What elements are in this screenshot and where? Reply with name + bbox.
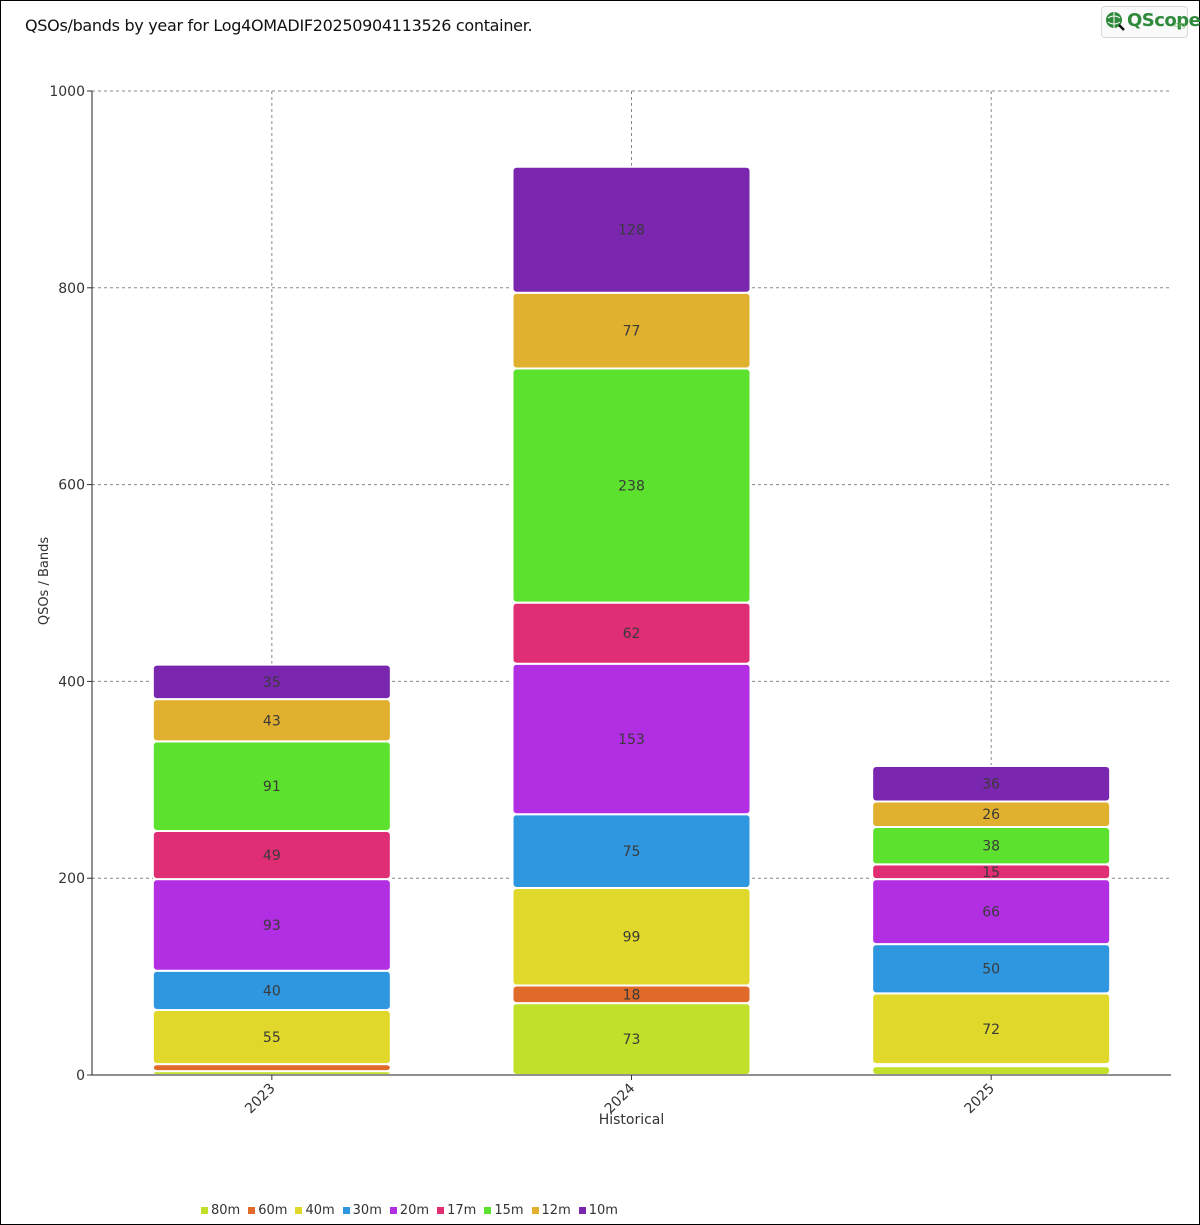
- data-label: 35: [263, 675, 281, 691]
- legend-label: 80m: [211, 1202, 241, 1218]
- legend-swatch: [342, 1206, 350, 1214]
- data-label: 62: [623, 626, 641, 642]
- y-tick-label: 0: [76, 1068, 85, 1084]
- legend-item-80m[interactable]: 80m: [201, 1201, 240, 1219]
- bar-segment-10m-2023: [151, 663, 392, 701]
- data-label: 75: [623, 844, 641, 860]
- data-label: 18: [623, 987, 641, 1003]
- legend-label: 12m: [541, 1202, 571, 1218]
- legend-label: 20m: [399, 1202, 430, 1218]
- bar-segment-10m-2024: [511, 165, 752, 294]
- legend-swatch: [531, 1206, 539, 1214]
- y-tick-label: 600: [58, 478, 85, 494]
- data-label: 91: [263, 779, 281, 795]
- legend-swatch: [437, 1206, 445, 1214]
- legend-item-15m[interactable]: 15m: [484, 1201, 524, 1219]
- data-label: 238: [618, 479, 645, 495]
- data-label: 15: [982, 865, 1000, 881]
- data-label: 50: [982, 962, 1000, 978]
- legend-swatch: [295, 1206, 303, 1214]
- x-tick-label: 2023: [242, 1081, 279, 1118]
- data-label: 55: [263, 1030, 281, 1046]
- legend-swatch: [484, 1206, 492, 1214]
- data-label: 73: [623, 1032, 641, 1048]
- data-label: 128: [618, 223, 645, 239]
- chart-title: QSOs/bands by year for Log4OMADIF2025090…: [25, 16, 533, 35]
- data-label: 43: [263, 713, 281, 729]
- legend-label: 10m: [588, 1202, 618, 1218]
- legend-item-60m[interactable]: 60m: [248, 1201, 287, 1219]
- legend-label: 40m: [305, 1202, 335, 1218]
- y-axis-label: QSOs / Bands: [37, 537, 52, 626]
- y-tick-label: 800: [58, 281, 85, 297]
- bar-segment-80m-2025: [871, 1065, 1112, 1077]
- data-label: 66: [982, 905, 1000, 921]
- data-label: 99: [623, 930, 641, 946]
- data-label: 153: [618, 732, 645, 748]
- legend-swatch: [248, 1206, 256, 1214]
- legend-label: 60m: [258, 1202, 288, 1218]
- y-tick-label: 400: [58, 674, 85, 690]
- y-tick-label: 200: [58, 871, 85, 887]
- legend-swatch: [389, 1206, 397, 1214]
- legend-label: 15m: [494, 1202, 524, 1218]
- legend-item-30m[interactable]: 30m: [342, 1201, 382, 1219]
- data-label: 26: [982, 807, 1000, 823]
- chart-legend: 80m 60m 40m 30m 20m 17m 15m 12m 10m: [201, 1201, 618, 1219]
- data-label: 38: [982, 839, 1000, 855]
- data-label: 40: [263, 983, 281, 999]
- legend-label: 30m: [352, 1202, 382, 1218]
- y-tick-label: 1000: [49, 84, 85, 100]
- bar-segment-60m-2023: [151, 1063, 392, 1073]
- bar-segment-10m-2025: [871, 765, 1112, 803]
- data-label: 36: [982, 777, 1000, 793]
- data-label: 72: [982, 1022, 1000, 1038]
- legend-item-20m[interactable]: 20m: [389, 1201, 430, 1219]
- legend-label: 17m: [447, 1202, 477, 1218]
- logo-text: QScope: [1127, 10, 1200, 31]
- legend-swatch: [578, 1206, 586, 1214]
- data-label: 77: [623, 324, 641, 340]
- x-tick-label: 2025: [961, 1081, 998, 1118]
- legend-item-17m[interactable]: 17m: [437, 1201, 476, 1219]
- x-axis-label: Historical: [599, 1112, 665, 1128]
- legend-item-10m[interactable]: 10m: [578, 1201, 618, 1219]
- legend-swatch: [201, 1206, 208, 1214]
- data-label: 49: [263, 848, 281, 864]
- legend-item-40m[interactable]: 40m: [295, 1201, 335, 1219]
- globe-icon: [1106, 12, 1125, 31]
- legend-item-12m[interactable]: 12m: [531, 1201, 571, 1219]
- data-label: 93: [263, 918, 281, 934]
- qscope-logo[interactable]: QScope .org: [1101, 6, 1200, 38]
- logo-suffix: .org: [1172, 21, 1186, 29]
